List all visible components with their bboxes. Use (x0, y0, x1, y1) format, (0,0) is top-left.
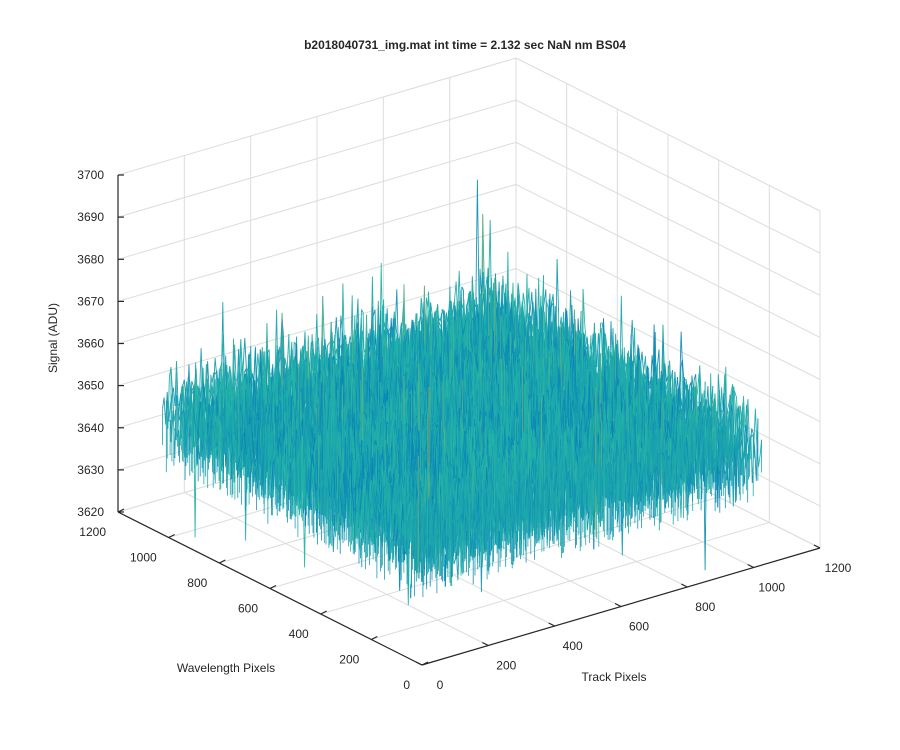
grid-line (117, 226, 517, 344)
grid-line (117, 99, 517, 218)
grid-line (515, 226, 821, 380)
grid-line (515, 141, 821, 296)
surface-row (173, 270, 514, 450)
grid-line (117, 141, 517, 260)
surface-mesh (162, 179, 763, 606)
grid-line (320, 496, 719, 615)
grid-line (117, 57, 517, 176)
grid-line (117, 183, 517, 302)
grid-line (371, 522, 770, 640)
grid-line (515, 268, 821, 423)
grid-line (515, 99, 821, 254)
grid-line (515, 57, 821, 212)
grid-line (515, 183, 821, 338)
